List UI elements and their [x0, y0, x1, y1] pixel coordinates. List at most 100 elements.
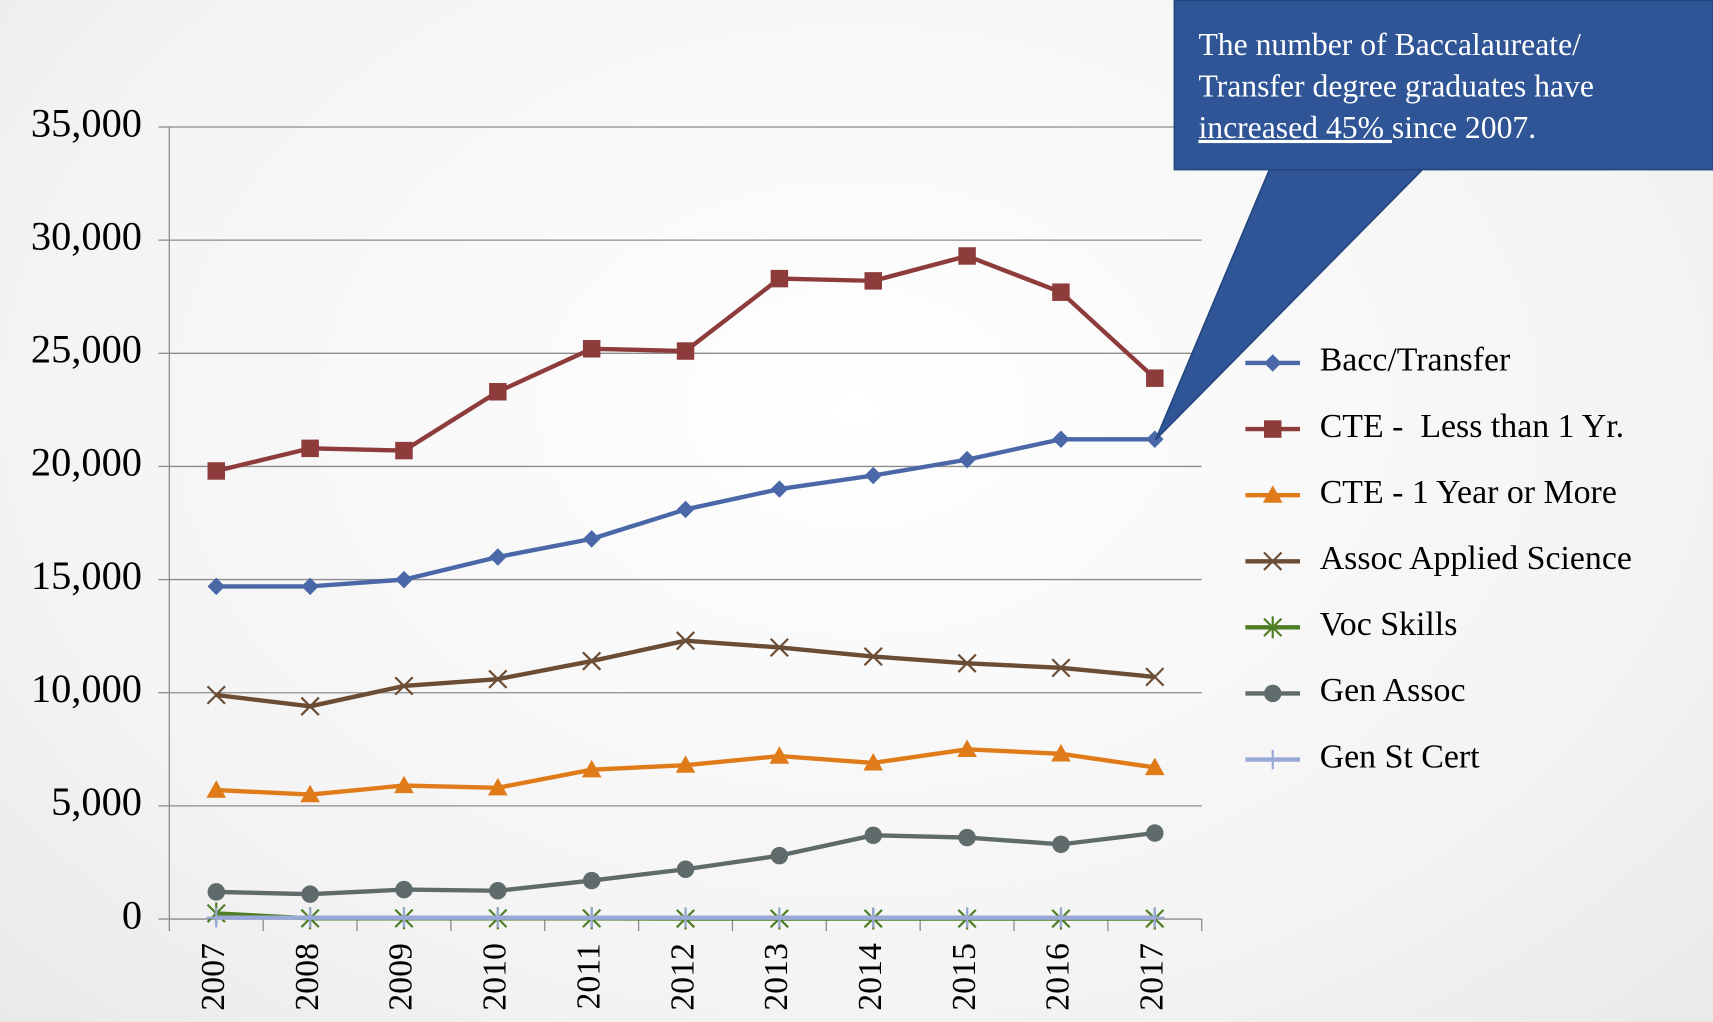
marker [395, 441, 413, 460]
y-tick-label: 5,000 [51, 779, 142, 824]
marker [863, 907, 884, 928]
x-tick-label: 2008 [289, 943, 326, 1011]
legend-label: Bacc/Transfer [1320, 342, 1511, 379]
x-tick-label: 2015 [946, 943, 983, 1011]
legend-label: Voc Skills [1320, 606, 1458, 643]
marker [769, 746, 790, 764]
marker [1052, 283, 1070, 301]
y-tick-label: 10,000 [31, 666, 142, 711]
marker [675, 907, 696, 928]
marker [1263, 354, 1282, 372]
marker [582, 871, 601, 890]
marker [488, 669, 508, 689]
marker [770, 480, 789, 498]
marker [582, 651, 602, 671]
marker [958, 828, 976, 847]
marker [395, 570, 413, 589]
callout-text: Transfer degree graduates have [1198, 68, 1593, 103]
marker [207, 577, 226, 596]
marker [300, 784, 320, 803]
marker [1262, 485, 1283, 503]
marker [1145, 667, 1165, 687]
marker [300, 907, 320, 928]
callout: The number of Baccalaureate/ Transfer de… [1155, 0, 1713, 441]
marker [676, 500, 695, 519]
x-tick-label: 2013 [758, 943, 795, 1011]
marker [769, 907, 790, 928]
marker [1052, 430, 1070, 449]
marker [1146, 824, 1164, 842]
legend-label: Gen Assoc [1320, 672, 1466, 709]
marker [394, 907, 414, 928]
marker [1052, 835, 1070, 854]
marker [957, 739, 977, 757]
marker [489, 383, 507, 401]
legend-label: CTE - 1 Year or More [1320, 474, 1617, 511]
y-tick-label: 0 [122, 892, 142, 937]
marker [489, 548, 507, 566]
legend-label: CTE - Less than 1 Yr. [1320, 408, 1624, 445]
marker [301, 885, 319, 903]
series-group [206, 247, 1165, 930]
marker [1144, 757, 1165, 776]
x-tick-label: 2009 [383, 943, 420, 1011]
marker [864, 272, 882, 290]
x-tick-label: 2011 [570, 943, 607, 1009]
callout-tail: since 2007. [1392, 110, 1536, 145]
marker [206, 780, 227, 798]
marker [301, 577, 319, 596]
callout-text: increased 45% since 2007. [1198, 110, 1536, 145]
y-tick-label: 25,000 [31, 327, 142, 372]
callout-underlined: increased 45% [1198, 110, 1391, 145]
marker [582, 530, 601, 548]
series-line [215, 638, 1156, 709]
marker [394, 775, 414, 794]
marker [675, 755, 696, 773]
y-tick-label: 30,000 [31, 213, 142, 258]
x-tick-label: 2007 [195, 943, 232, 1011]
series-line [215, 253, 1157, 474]
marker [1263, 420, 1282, 438]
x-tick-label: 2012 [664, 943, 701, 1011]
marker [487, 907, 508, 928]
callout-pointer [1155, 168, 1425, 441]
marker [957, 907, 977, 928]
y-tick-label: 35,000 [31, 100, 142, 145]
marker [1146, 369, 1164, 387]
marker [395, 880, 413, 899]
marker [769, 637, 789, 657]
marker [864, 466, 882, 485]
y-tick-label: 15,000 [31, 553, 142, 598]
marker [676, 342, 695, 360]
marker [957, 653, 977, 673]
marker [1051, 907, 1071, 928]
x-tick-label: 2014 [852, 943, 889, 1011]
marker [300, 696, 320, 716]
callout-box [1173, 0, 1713, 171]
marker [958, 450, 976, 469]
marker [207, 883, 226, 901]
marker [1263, 684, 1282, 703]
marker [1263, 616, 1283, 639]
marker [1144, 907, 1165, 928]
marker [206, 685, 226, 705]
x-tick-label: 2017 [1134, 943, 1171, 1011]
marker [206, 907, 227, 928]
marker [581, 759, 602, 778]
y-tick-label: 20,000 [31, 440, 142, 485]
marker [958, 247, 976, 265]
legend-label: Assoc Applied Science [1320, 540, 1632, 577]
marker [581, 907, 602, 928]
marker [864, 826, 882, 845]
marker [394, 676, 414, 696]
marker [770, 846, 789, 865]
marker [1263, 551, 1283, 571]
x-tick-label: 2010 [477, 943, 514, 1011]
marker [863, 647, 883, 667]
marker [487, 777, 508, 796]
marker [582, 340, 601, 358]
marker [1262, 749, 1283, 770]
marker [770, 269, 789, 288]
